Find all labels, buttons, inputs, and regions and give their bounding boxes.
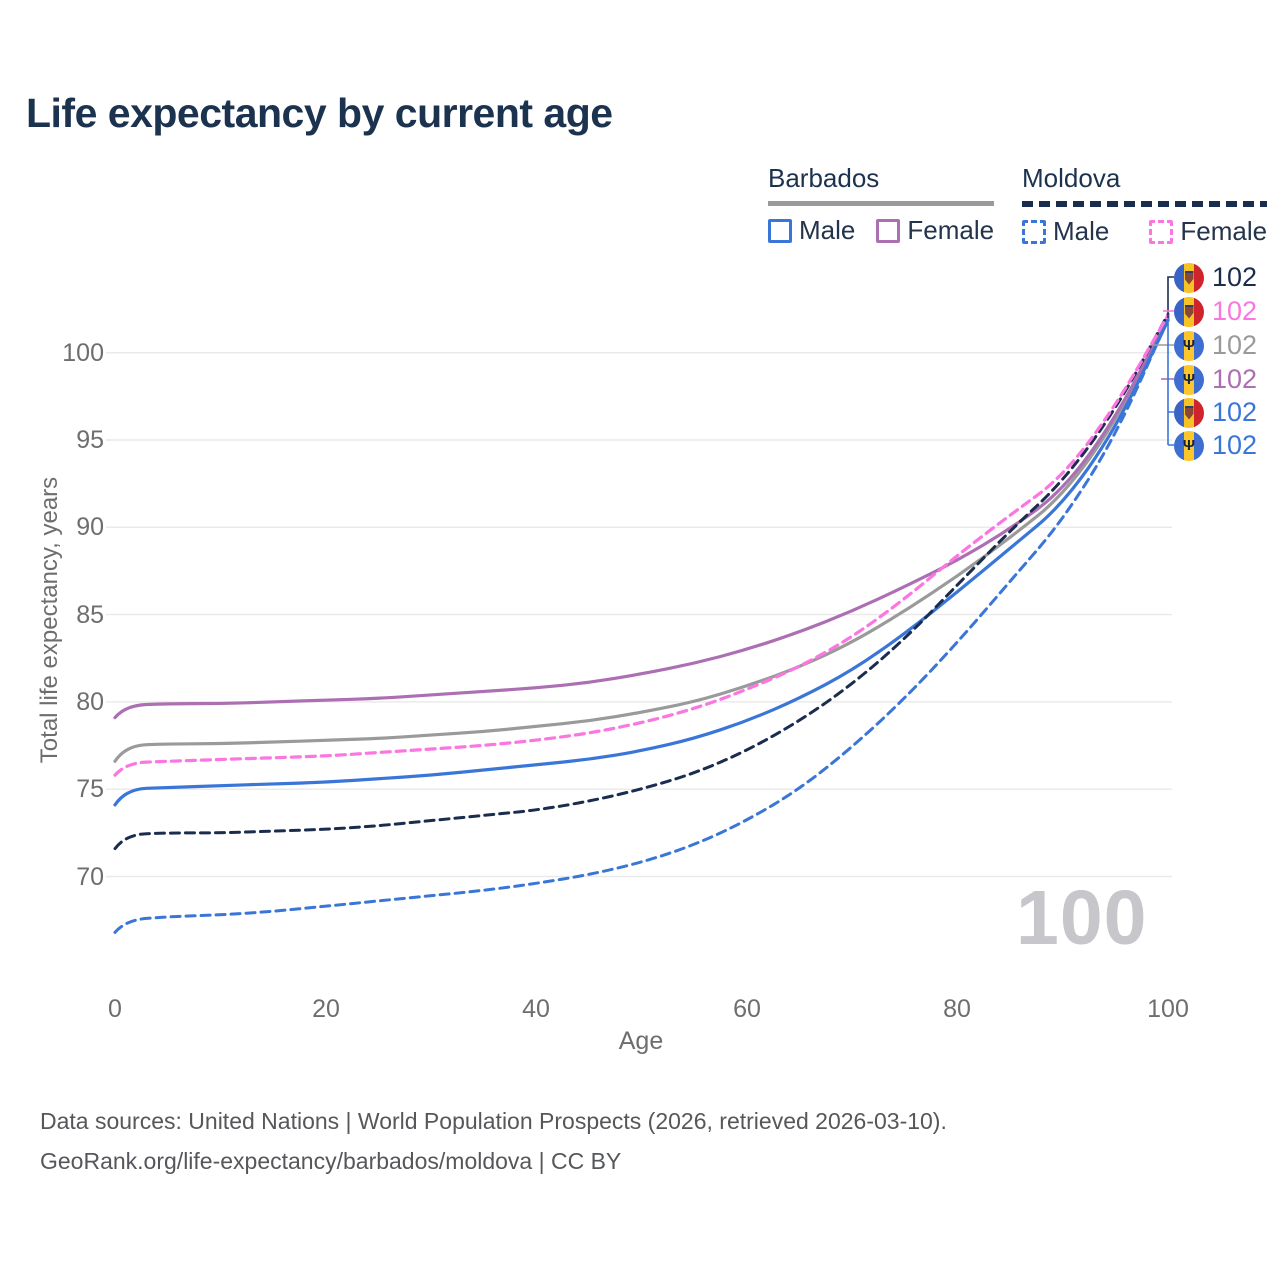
moldova-coat-of-arms-icon (1184, 405, 1194, 420)
endpoint-label-moldova_total: 102 (1174, 262, 1257, 293)
trident-icon: Ψ (1182, 371, 1196, 388)
legend-group-moldova: Moldova Male Female (1022, 163, 1268, 247)
moldova-flag-icon (1174, 397, 1204, 428)
legend-country-moldova-label: Moldova (1022, 163, 1121, 193)
moldova-female-swatch (1149, 219, 1174, 244)
page-title: Life expectancy by current age (26, 90, 613, 136)
endpoint-value: 102 (1212, 330, 1258, 360)
y-tick-label-80: 80 (76, 688, 104, 716)
series-line-moldova_female (113, 313, 1170, 777)
legend-country-barbados[interactable]: Barbados (768, 163, 995, 206)
legend-item-label: Male (1053, 216, 1110, 246)
endpoint-label-moldova_female: 102 (1174, 296, 1257, 327)
legend-item-moldova-female[interactable]: Female (1149, 216, 1267, 247)
series-line-moldova_total (113, 312, 1170, 851)
legend-item-moldova-male[interactable]: Male (1022, 216, 1109, 247)
y-tick-label-90: 90 (76, 513, 104, 541)
endpoint-label-barbados_total: Ψ 102 (1174, 330, 1257, 361)
age-frame-watermark: 100 (1016, 875, 1148, 961)
moldova-male-swatch (1022, 219, 1046, 244)
series-line-barbados_total (113, 315, 1170, 763)
x-tick-label-0: 0 (108, 995, 122, 1023)
y-tick-label-95: 95 (76, 426, 104, 454)
endpoint-connector-4 (1167, 323, 1174, 446)
barbados-line-swatch (768, 201, 995, 206)
y-tick-label-85: 85 (76, 601, 104, 629)
x-tick-label-80: 80 (943, 995, 971, 1023)
moldova-flag-icon (1174, 262, 1204, 293)
endpoint-label-moldova_male: 102 (1174, 397, 1257, 428)
endpoint-connector-0 (1167, 276, 1174, 318)
legend-item-barbados-female[interactable]: Female (876, 215, 994, 246)
barbados-female-swatch (876, 218, 901, 243)
legend-country-barbados-label: Barbados (768, 163, 880, 193)
endpoint-label-barbados_female: Ψ 102 (1174, 364, 1257, 395)
legend-item-barbados-male[interactable]: Male (768, 215, 855, 246)
y-tick-label-70: 70 (76, 863, 104, 891)
trident-icon: Ψ (1182, 337, 1196, 354)
x-tick-label-60: 60 (733, 995, 761, 1023)
series-line-barbados_female (113, 316, 1170, 720)
legend-item-label: Male (799, 215, 856, 245)
x-axis-title: Age (618, 1027, 664, 1055)
endpoint-value: 102 (1212, 430, 1258, 460)
legend-group-barbados: Barbados Male Female (768, 163, 995, 246)
trident-icon: Ψ (1182, 437, 1196, 454)
legend-item-label: Female (907, 215, 995, 245)
endpoint-value: 102 (1212, 262, 1258, 292)
endpoint-value: 102 (1212, 296, 1258, 326)
y-tick-label-75: 75 (76, 775, 104, 803)
data-sources-text: Data sources: United Nations | World Pop… (40, 1108, 947, 1134)
endpoint-value: 102 (1212, 364, 1258, 394)
endpoint-value: 102 (1212, 397, 1258, 427)
x-tick-label-100: 100 (1147, 995, 1189, 1023)
moldova-coat-of-arms-icon (1184, 270, 1194, 285)
endpoint-label-barbados_male: Ψ 102 (1174, 430, 1257, 461)
attribution-link-text[interactable]: GeoRank.org/life-expectancy/barbados/mol… (40, 1148, 622, 1174)
x-tick-label-40: 40 (522, 995, 550, 1023)
moldova-line-swatch (1022, 201, 1268, 207)
series-line-barbados_male (113, 318, 1170, 807)
legend-country-moldova[interactable]: Moldova (1022, 163, 1268, 207)
barbados-male-swatch (768, 218, 792, 243)
moldova-flag-icon (1174, 296, 1204, 327)
y-tick-label-100: 100 (62, 339, 104, 367)
barbados-flag-icon: Ψ (1174, 430, 1204, 461)
legend-item-label: Female (1180, 216, 1268, 246)
series-line-moldova_male (113, 318, 1170, 934)
barbados-flag-icon: Ψ (1174, 364, 1204, 395)
barbados-flag-icon: Ψ (1174, 330, 1204, 361)
x-tick-label-20: 20 (312, 995, 340, 1023)
moldova-coat-of-arms-icon (1184, 304, 1194, 319)
